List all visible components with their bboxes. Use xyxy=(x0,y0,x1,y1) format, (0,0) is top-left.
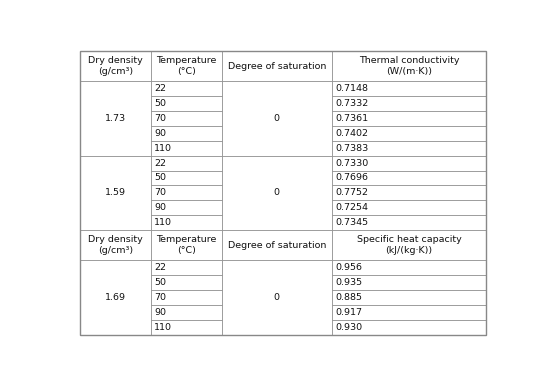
Bar xyxy=(151,275,222,290)
Text: 90: 90 xyxy=(154,129,166,138)
Text: 70: 70 xyxy=(154,114,166,123)
Text: 70: 70 xyxy=(154,293,166,302)
Bar xyxy=(222,81,332,155)
Text: 0.930: 0.930 xyxy=(335,323,362,332)
Text: 0.917: 0.917 xyxy=(335,308,362,317)
Bar xyxy=(332,126,486,141)
Bar xyxy=(332,96,486,111)
Bar xyxy=(151,96,222,111)
Text: Specific heat capacity
(kJ/(kg·K)): Specific heat capacity (kJ/(kg·K)) xyxy=(357,235,461,255)
Text: Thermal conductivity
(W/(m·K)): Thermal conductivity (W/(m·K)) xyxy=(359,56,459,76)
Text: 1.69: 1.69 xyxy=(105,293,126,302)
Bar xyxy=(332,111,486,126)
Text: 90: 90 xyxy=(154,203,166,212)
Text: 0.7752: 0.7752 xyxy=(335,188,368,197)
Text: 110: 110 xyxy=(154,144,172,153)
Text: 110: 110 xyxy=(154,218,172,227)
Text: 0.7383: 0.7383 xyxy=(335,144,368,153)
Text: 110: 110 xyxy=(154,323,172,332)
Text: Degree of saturation: Degree of saturation xyxy=(227,62,326,71)
Bar xyxy=(79,51,151,81)
Bar xyxy=(151,111,222,126)
Bar xyxy=(151,260,222,275)
Bar xyxy=(332,275,486,290)
Bar xyxy=(332,185,486,201)
Text: Temperature
(°C): Temperature (°C) xyxy=(156,56,216,76)
Bar xyxy=(222,155,332,230)
Bar xyxy=(151,126,222,141)
Bar xyxy=(332,260,486,275)
Text: 22: 22 xyxy=(154,159,166,168)
Bar xyxy=(222,260,332,335)
Text: 22: 22 xyxy=(154,84,166,93)
Bar xyxy=(332,170,486,185)
Bar xyxy=(332,141,486,155)
Text: 1.73: 1.73 xyxy=(105,114,126,123)
Text: Degree of saturation: Degree of saturation xyxy=(227,241,326,250)
Text: Temperature
(°C): Temperature (°C) xyxy=(156,235,216,255)
Bar xyxy=(332,81,486,96)
Bar xyxy=(332,215,486,230)
Text: 0.7254: 0.7254 xyxy=(335,203,368,212)
Bar xyxy=(332,290,486,305)
Text: 0: 0 xyxy=(274,114,280,123)
Bar xyxy=(332,305,486,320)
Bar xyxy=(151,215,222,230)
Bar xyxy=(151,51,222,81)
Text: 0.7148: 0.7148 xyxy=(335,84,368,93)
Text: 0.7345: 0.7345 xyxy=(335,218,368,227)
Bar xyxy=(151,305,222,320)
Text: 0.7330: 0.7330 xyxy=(335,159,368,168)
Bar xyxy=(332,230,486,260)
Text: 50: 50 xyxy=(154,173,166,183)
Bar xyxy=(79,260,151,335)
Bar xyxy=(151,320,222,335)
Bar xyxy=(79,81,151,155)
Bar xyxy=(79,155,151,230)
Text: 0.7361: 0.7361 xyxy=(335,114,368,123)
Bar xyxy=(151,81,222,96)
Text: 70: 70 xyxy=(154,188,166,197)
Bar xyxy=(222,51,332,81)
Text: 50: 50 xyxy=(154,278,166,287)
Text: Dry density
(g/cm³): Dry density (g/cm³) xyxy=(88,235,142,255)
Text: 0.7332: 0.7332 xyxy=(335,99,368,108)
Bar xyxy=(332,51,486,81)
Text: 0.7402: 0.7402 xyxy=(335,129,368,138)
Text: 0: 0 xyxy=(274,188,280,197)
Bar xyxy=(332,155,486,170)
Text: 0: 0 xyxy=(274,293,280,302)
Text: 22: 22 xyxy=(154,263,166,272)
Text: Dry density
(g/cm³): Dry density (g/cm³) xyxy=(88,56,142,76)
Bar xyxy=(79,230,151,260)
Bar xyxy=(151,155,222,170)
Bar xyxy=(151,170,222,185)
Text: 0.7696: 0.7696 xyxy=(335,173,368,183)
Bar xyxy=(151,141,222,155)
Text: 50: 50 xyxy=(154,99,166,108)
Text: 90: 90 xyxy=(154,308,166,317)
Bar xyxy=(151,185,222,201)
Text: 0.885: 0.885 xyxy=(335,293,362,302)
Bar xyxy=(151,201,222,215)
Bar xyxy=(151,230,222,260)
Text: 0.956: 0.956 xyxy=(335,263,362,272)
Text: 0.935: 0.935 xyxy=(335,278,362,287)
Bar xyxy=(151,290,222,305)
Bar xyxy=(332,320,486,335)
Bar xyxy=(332,201,486,215)
Text: 1.59: 1.59 xyxy=(105,188,126,197)
Bar xyxy=(222,230,332,260)
